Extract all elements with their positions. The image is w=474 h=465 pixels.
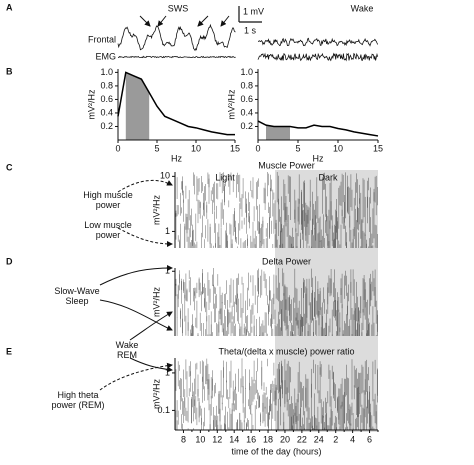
y-tick-label: 1 [165,226,170,236]
spectrum-line [117,71,235,136]
y-tick-label: 0.8 [100,80,113,90]
x-tick-label: 6 [367,434,372,444]
panel-title: Muscle Power [258,160,315,170]
x-tick-label: 15 [373,143,383,153]
emg-trace [117,55,236,59]
y-axis-label: mV²/Hz [151,195,161,225]
frontal-trace [258,37,379,47]
y-tick-label: 0.4 [100,107,113,117]
period-label: Light [215,172,235,182]
x-tick-label: 12 [212,434,222,444]
x-axis-label: Hz [171,153,182,163]
emg-trace [257,52,379,62]
x-tick-label: 15 [230,143,240,153]
x-tick-label: 14 [229,434,239,444]
y-tick-label: 0.8 [240,80,253,90]
y-tick-label: 0.2 [100,121,113,131]
x-tick-label: 24 [314,434,324,444]
panel-label: E [6,346,12,356]
x-tick-label: 16 [246,434,256,444]
scale-v: 1 mV [243,6,264,16]
x-tick-label: 0 [115,143,120,153]
annotation-arrows [99,179,173,391]
period-label: Dark [318,172,338,182]
y-tick-label: 1.0 [240,67,253,77]
panel-label: A [6,2,13,12]
x-tick-label: 10 [333,143,343,153]
sws-arrows [139,15,230,27]
annotation: High theta power (REM) [51,390,105,410]
shaded-band [125,72,150,140]
x-tick-label: 0 [255,143,260,153]
panel-label: D [6,256,13,266]
shaded-band [266,125,290,140]
trace-label: EMG [95,51,116,61]
x-tick-label: 10 [195,434,205,444]
panel-title: Theta/(delta x muscle) power ratio [218,346,354,356]
y-tick-label: 0.6 [100,94,113,104]
x-axis-label: Hz [313,153,324,163]
y-axis-label: mV²/Hz [226,89,236,119]
annotation: Slow-Wave Sleep [54,286,100,306]
x-tick-label: 20 [280,434,290,444]
frontal-trace [117,23,236,52]
x-axis-label: time of the day (hours) [231,446,321,456]
x-tick-label: 18 [263,434,273,444]
annotation: High muscle power [83,190,133,210]
x-tick-label: 5 [154,143,159,153]
y-tick-label: 0.1 [157,405,170,415]
y-tick-label: 0.2 [240,121,253,131]
panel-label: B [6,66,13,76]
y-axis-label: mV²/Hz [151,287,161,317]
annotation: Low muscle power [84,220,132,240]
spectrum-line [257,120,379,137]
sws-label: SWS [168,3,189,13]
panel-title: Delta Power [262,256,311,266]
y-tick-label: 1 [165,266,170,276]
y-tick-label: 1 [165,367,170,377]
x-tick-label: 22 [297,434,307,444]
x-tick-label: 10 [191,143,201,153]
scale-t: 1 s [244,25,257,35]
annotation: Wake [115,340,139,350]
panel-label: C [6,162,13,172]
x-tick-label: 8 [181,434,186,444]
x-tick-label: 4 [350,434,355,444]
annotation: REM [117,350,137,360]
y-tick-label: 0.4 [240,107,253,117]
y-tick-label: 1.0 [100,67,113,77]
y-tick-label: 0.6 [240,94,253,104]
x-tick-label: 2 [333,434,338,444]
x-tick-label: 5 [295,143,300,153]
y-axis-label: mV²/Hz [86,89,96,119]
wake-label: Wake [351,3,374,13]
trace-label: Frontal [88,34,116,44]
y-tick-label: 10 [160,171,170,181]
y-axis-label: mV²/Hz [151,379,161,409]
